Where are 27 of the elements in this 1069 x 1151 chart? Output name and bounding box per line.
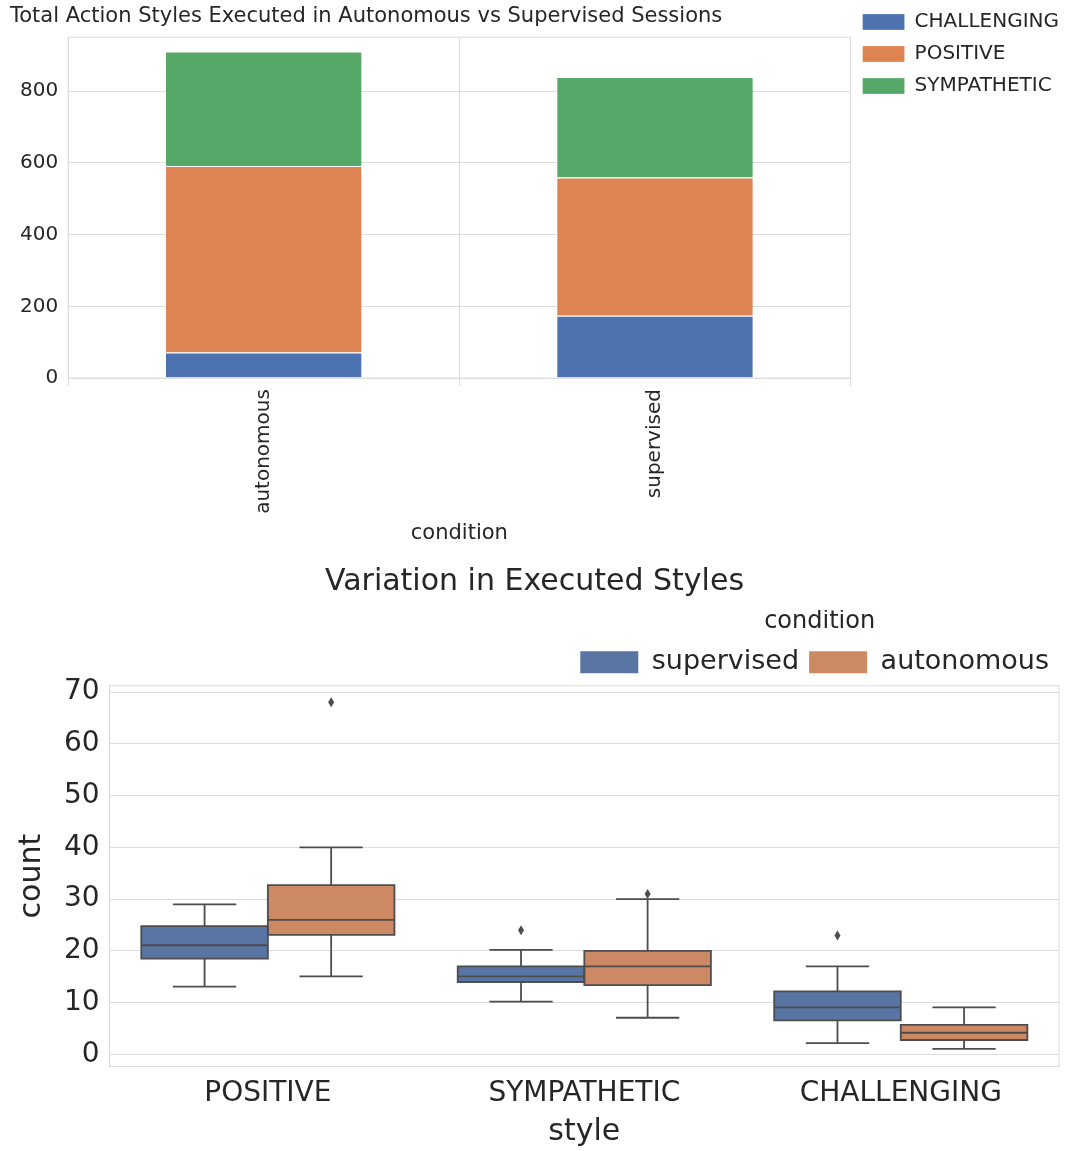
y-tick-label: 0	[45, 364, 59, 389]
x-tick-label: CHALLENGING	[799, 1075, 1002, 1109]
legend-label: supervised	[651, 644, 800, 676]
legend-label: CHALLENGING	[914, 8, 1060, 33]
legend-label: autonomous	[880, 644, 1050, 676]
chart-title: Variation in Executed Styles	[324, 561, 745, 597]
legend-label: POSITIVE	[914, 40, 1006, 65]
y-tick-label: 800	[19, 77, 59, 102]
y-tick-label: 70	[63, 673, 100, 707]
y-tick-label: 10	[63, 983, 100, 1017]
y-tick-label: 400	[19, 220, 59, 245]
chart-title: Total Action Styles Executed in Autonomous vs Supervised Sessions	[9, 3, 723, 28]
y-tick-label: 200	[19, 292, 59, 317]
x-axis-title: style	[548, 1111, 621, 1147]
y-tick-label: 60	[63, 725, 100, 759]
y-axis-title: count	[11, 833, 47, 919]
legend-title: condition	[764, 606, 876, 635]
y-tick-label: 0	[81, 1035, 100, 1069]
x-axis-title: condition	[410, 519, 508, 544]
y-tick-label: 20	[63, 932, 100, 966]
y-tick-label: 40	[63, 828, 100, 862]
y-tick-label: 30	[63, 880, 100, 914]
x-tick-label: POSITIVE	[204, 1075, 332, 1109]
x-tick-label: SYMPATHETIC	[488, 1075, 681, 1109]
legend-label: SYMPATHETIC	[914, 72, 1052, 97]
y-tick-label: 600	[19, 148, 59, 173]
y-tick-label: 50	[63, 776, 100, 810]
